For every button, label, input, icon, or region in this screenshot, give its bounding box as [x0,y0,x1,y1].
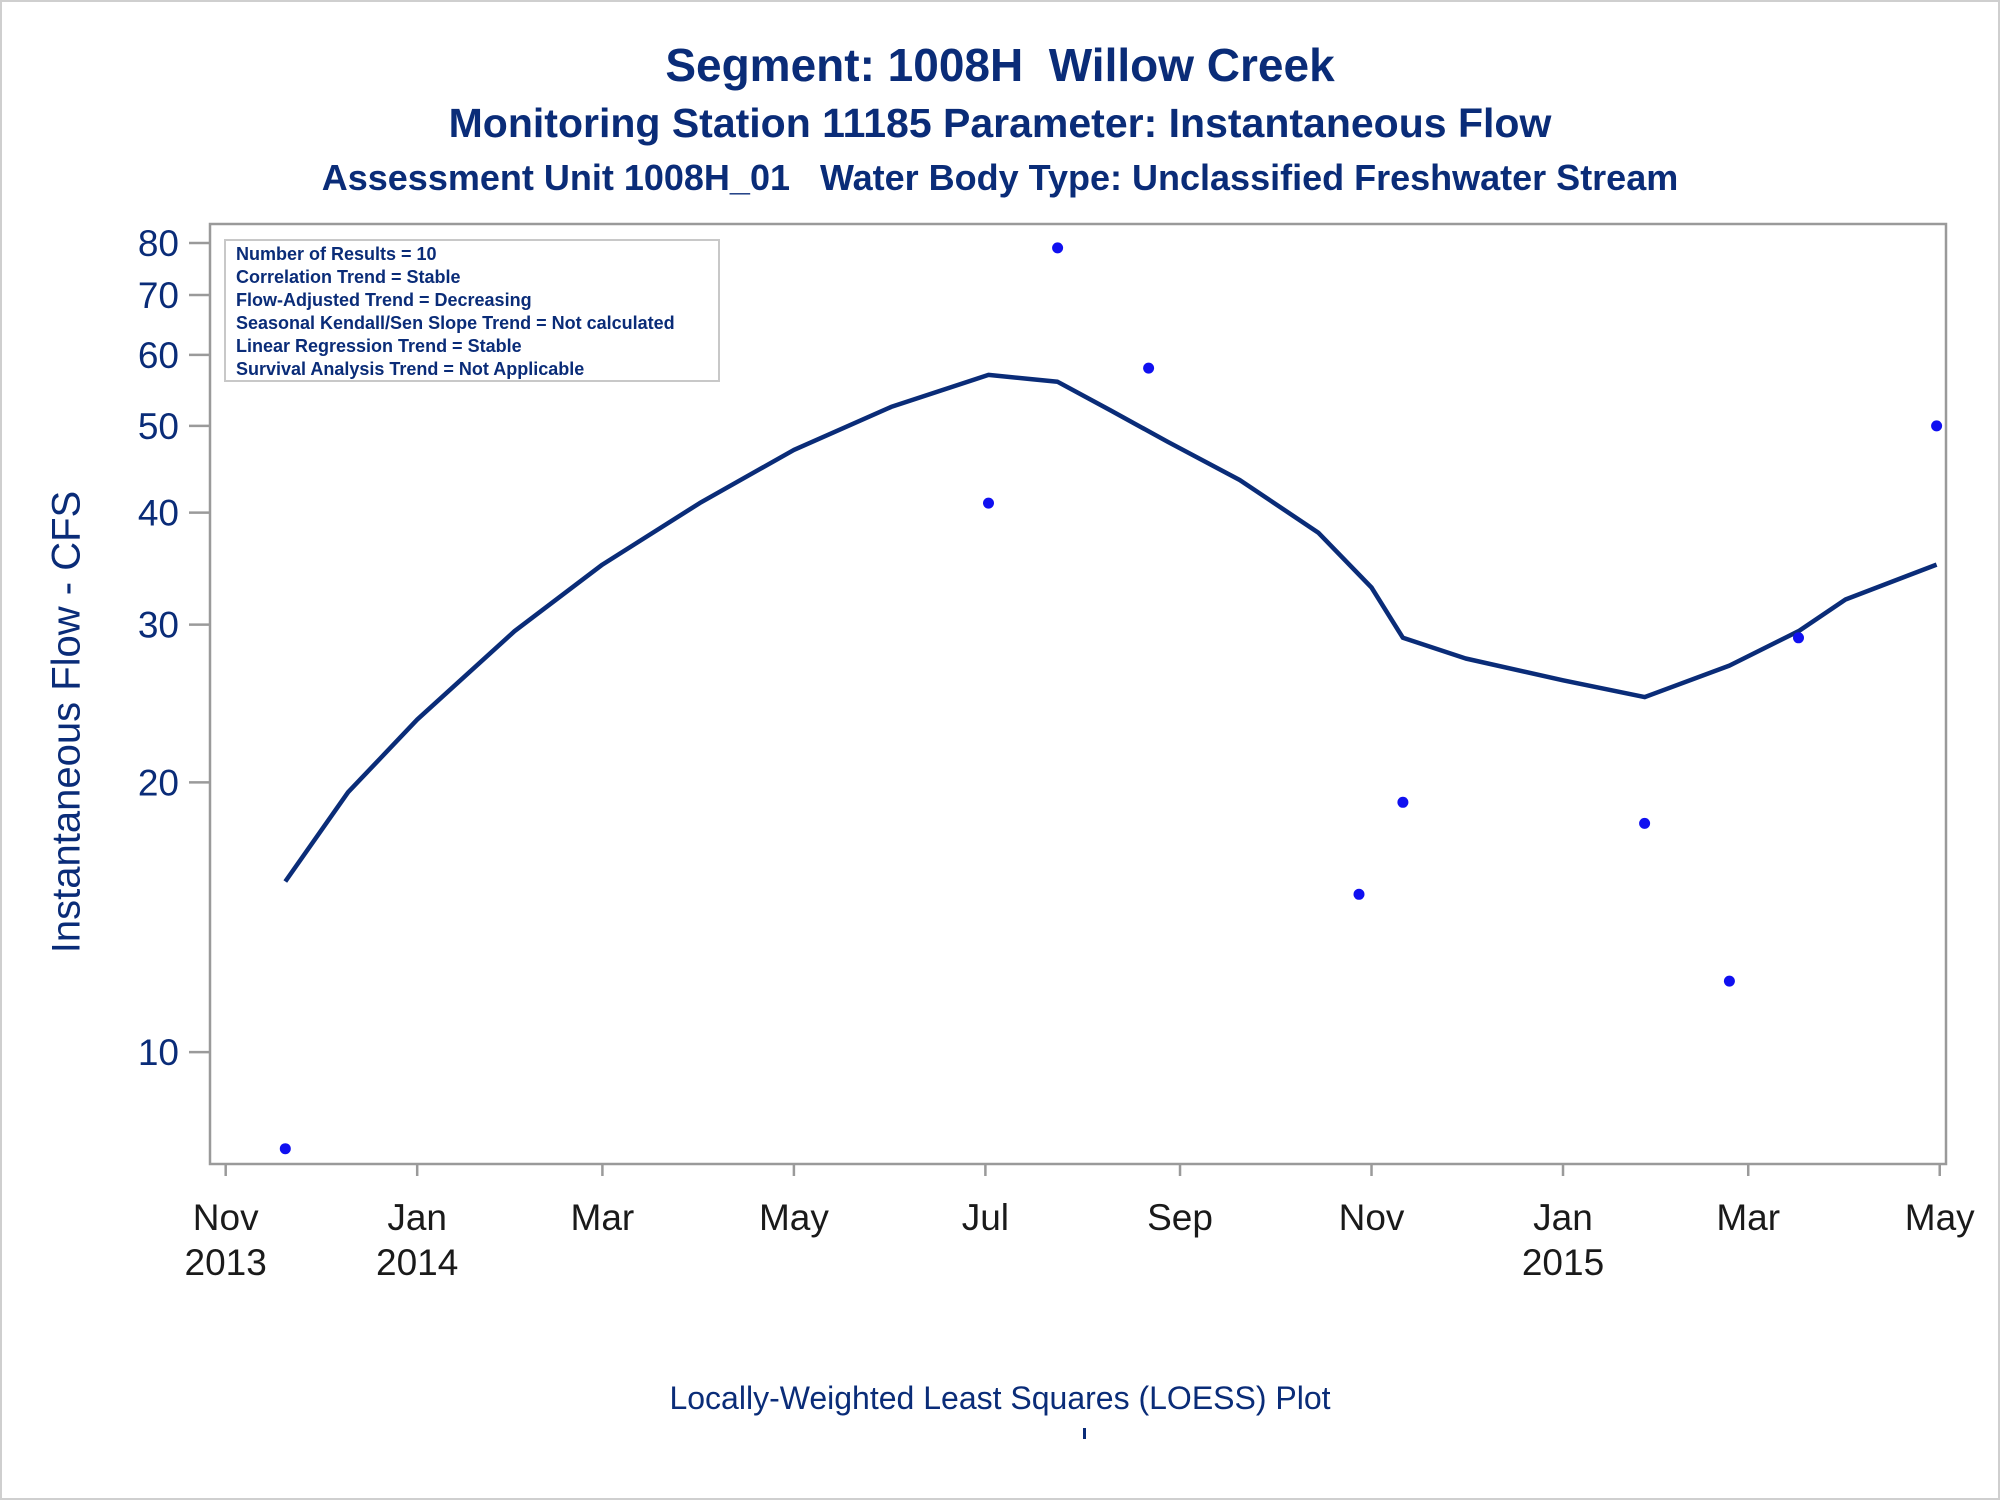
x-tick-year-label: 2014 [376,1242,458,1283]
y-tick-label: 80 [138,223,179,264]
y-tick-label: 70 [138,275,179,316]
y-axis: 10 20 30 40 50 60 70 80 [138,223,210,1073]
stats-box: Number of Results = 10 Correlation Trend … [224,239,720,382]
data-point [1931,420,1943,432]
plot-area-border [208,222,1948,1166]
x-tick-label: Jan [1533,1197,1593,1238]
x-tick-label: Mar [571,1197,635,1238]
x-tick-label: Sep [1147,1197,1213,1238]
footnote: Locally-Weighted Least Squares (LOESS) P… [669,1380,1331,1416]
loess-fit-line [283,372,1938,883]
y-tick-label: 50 [138,406,179,447]
y-tick-label: 30 [138,605,179,646]
data-point [1143,362,1155,374]
data-points [279,242,1943,1155]
x-tick-label: Jan [387,1197,447,1238]
stats-line: Survival Analysis Trend = Not Applicable [236,359,584,379]
data-point [983,497,994,509]
data-point [1793,632,1804,644]
x-tick-label: Jul [962,1197,1009,1238]
x-tick-year-label: 2013 [185,1242,267,1283]
data-point [1052,242,1064,254]
y-tick-label: 10 [138,1032,179,1073]
data-point [279,1143,291,1155]
x-tick-label: Mar [1716,1197,1780,1238]
stats-line: Number of Results = 10 [236,244,437,264]
chart-subtitle-station: Monitoring Station 11185 Parameter: Inst… [448,100,1552,146]
stats-line: Correlation Trend = Stable [236,267,461,287]
chart-subtitle-unit: Assessment Unit 1008H_01 Water Body Type… [321,157,1679,198]
x-tick-label: Nov [193,1197,259,1238]
y-tick-label: 60 [138,335,179,376]
x-tick-year-label: 2015 [1522,1242,1604,1283]
data-point [1353,888,1365,900]
stats-box-border [224,239,720,382]
data-point [1723,975,1735,987]
x-tick-label: Nov [1339,1197,1405,1238]
footnote-mark [1083,1428,1086,1439]
data-point [1397,796,1409,808]
y-tick-label: 20 [138,762,179,803]
stats-line: Linear Regression Trend = Stable [236,336,522,356]
y-tick-label: 40 [138,493,179,534]
x-tick-label: May [1905,1197,1975,1238]
stats-line: Flow-Adjusted Trend = Decreasing [236,290,532,310]
stats-line: Seasonal Kendall/Sen Slope Trend = Not c… [236,313,675,333]
chart-title: Segment: 1008H Willow Creek [665,39,1335,91]
x-tick-label: May [759,1197,829,1238]
data-point [1639,817,1651,829]
